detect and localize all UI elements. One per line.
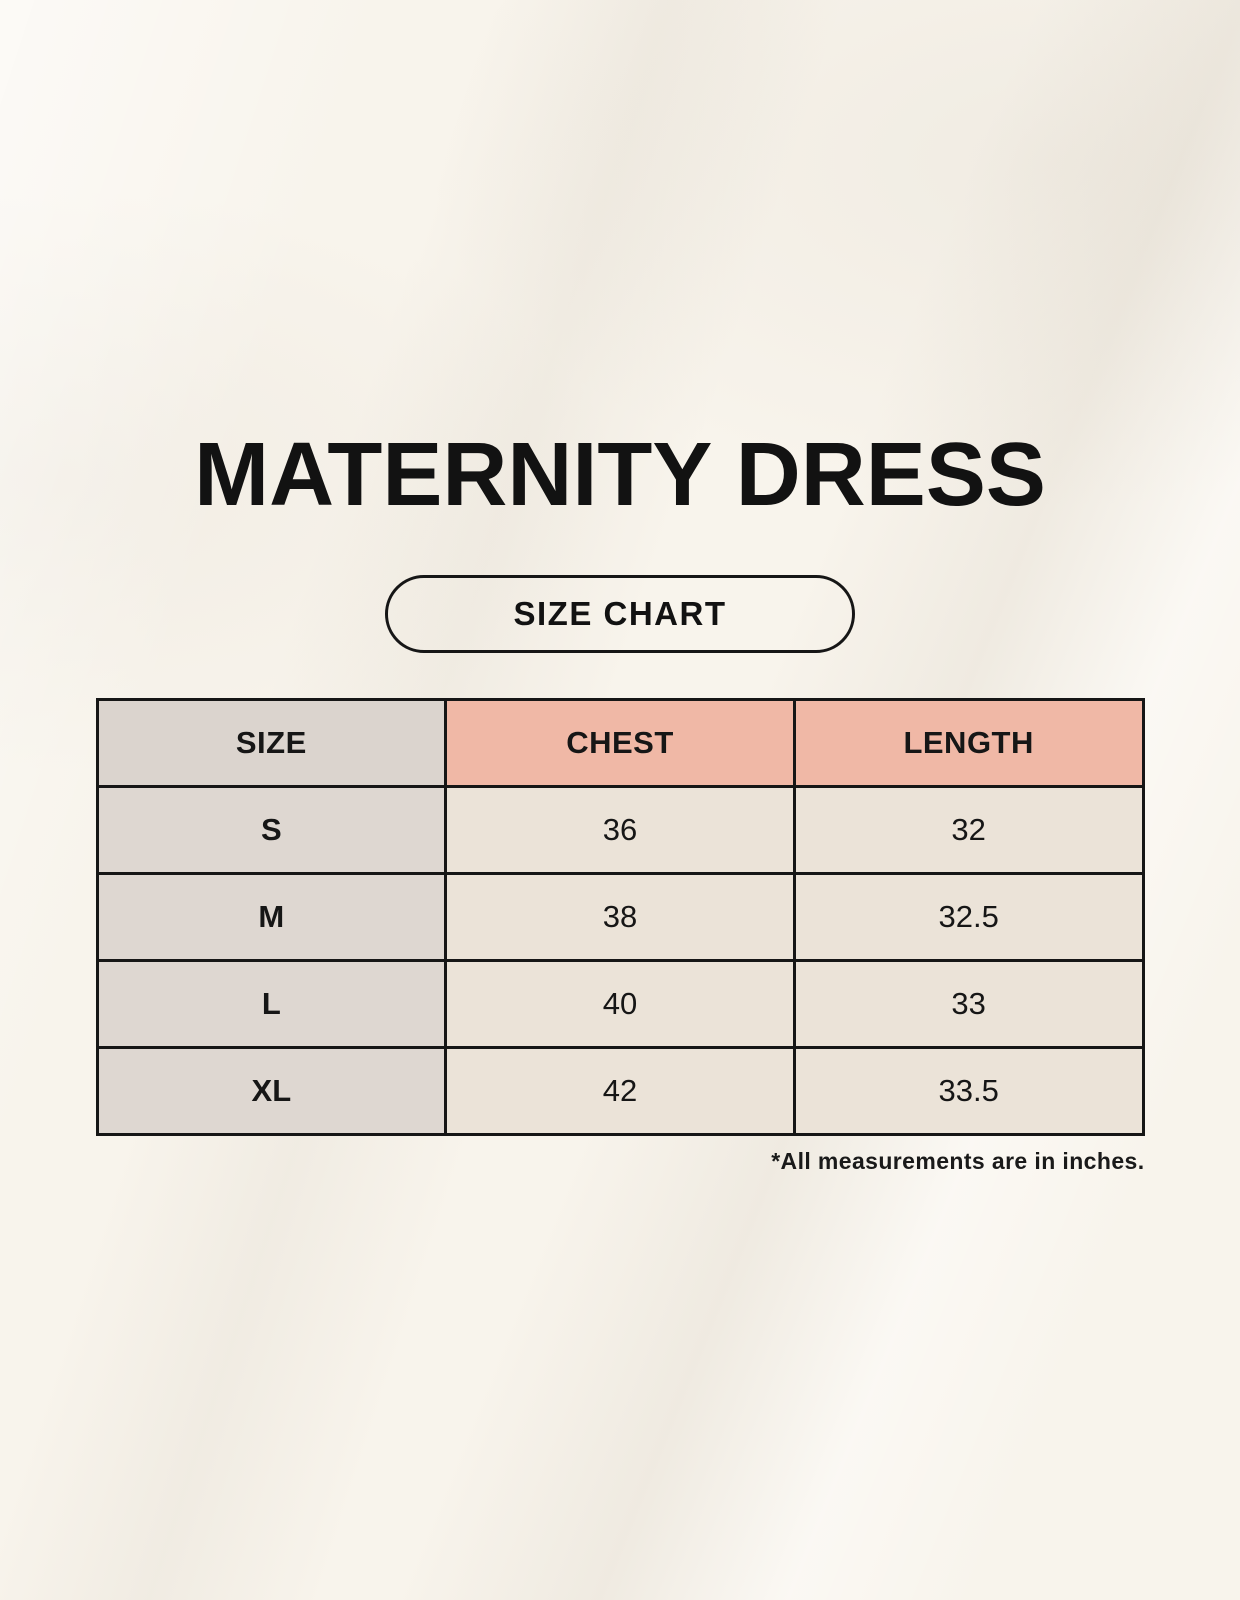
size-label: L	[95, 959, 448, 1049]
table-header-row: SIZE CHEST LENGTH	[95, 698, 1145, 788]
size-chart-table-container: SIZE CHEST LENGTH S 36 32 M 38 32.5 L	[95, 698, 1145, 1175]
column-header-length: LENGTH	[792, 698, 1145, 788]
size-chart-badge: SIZE CHART	[385, 575, 855, 653]
length-value: 33	[792, 959, 1145, 1049]
length-value: 33.5	[792, 1046, 1145, 1136]
size-chart-table: SIZE CHEST LENGTH S 36 32 M 38 32.5 L	[95, 698, 1145, 1136]
size-label: S	[95, 785, 448, 875]
size-chart-badge-label: SIZE CHART	[513, 595, 727, 632]
table-row-m: M 38 32.5	[95, 872, 1145, 962]
size-label: XL	[95, 1046, 448, 1136]
length-value: 32.5	[792, 872, 1145, 962]
measurements-footnote: *All measurements are in inches.	[771, 1148, 1145, 1174]
chest-value: 38	[444, 872, 796, 962]
length-value: 32	[792, 785, 1145, 875]
table-row-l: L 40 33	[95, 959, 1145, 1049]
table-row-xl: XL 42 33.5	[95, 1046, 1145, 1136]
size-label: M	[95, 872, 448, 962]
column-header-size: SIZE	[95, 698, 448, 788]
chest-value: 40	[444, 959, 796, 1049]
chest-value: 36	[444, 785, 796, 875]
page-title: MATERNITY DRESS	[194, 425, 1046, 525]
column-header-chest: CHEST	[444, 698, 796, 788]
table-row-s: S 36 32	[95, 785, 1145, 875]
chest-value: 42	[444, 1046, 796, 1136]
